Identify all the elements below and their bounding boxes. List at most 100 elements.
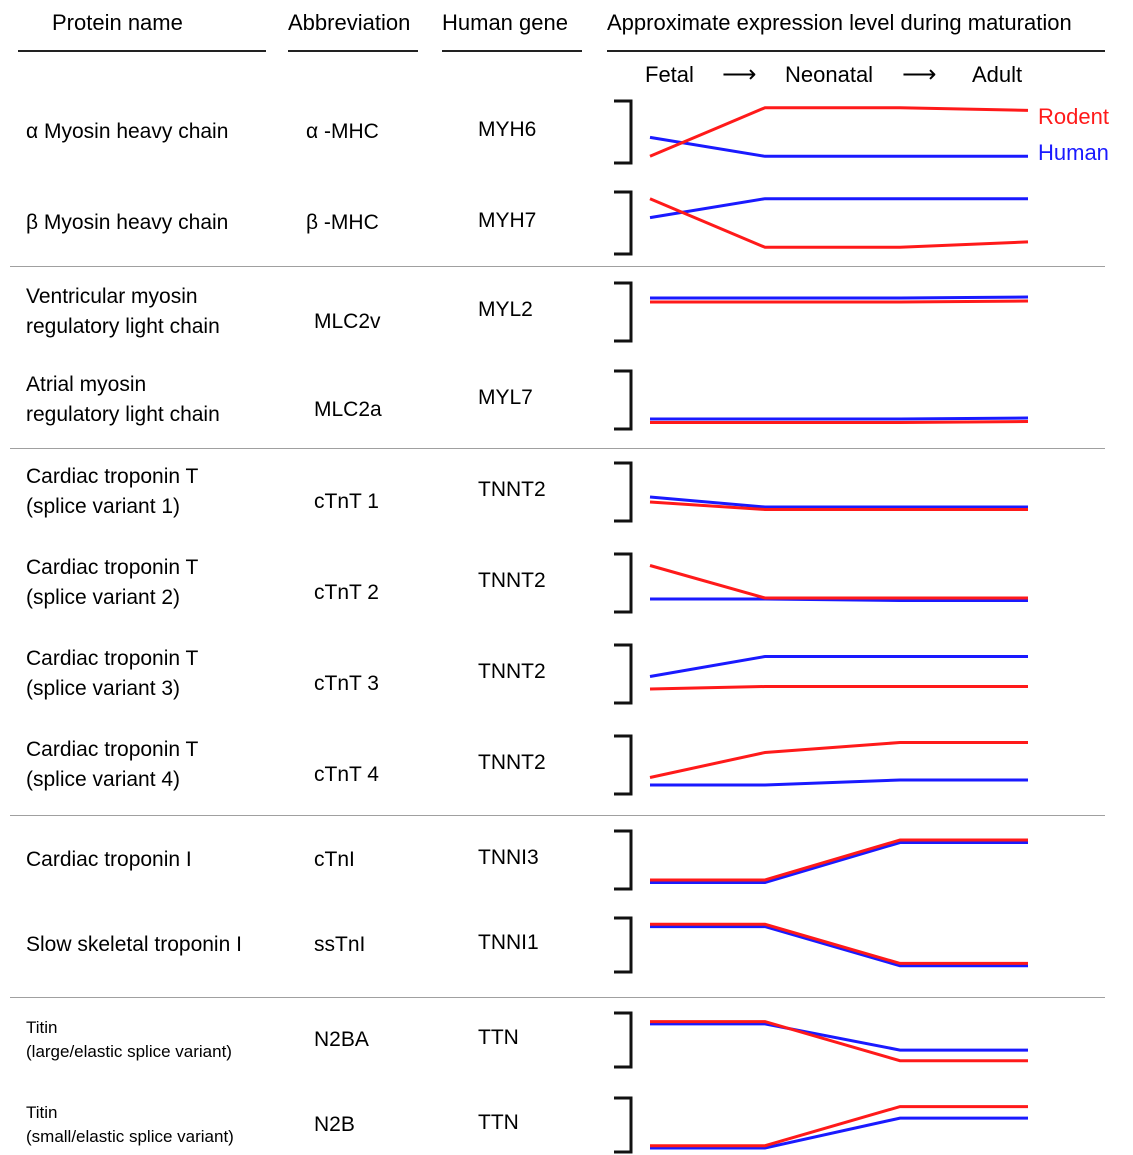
protein-name: Cardiac troponin I [26,845,192,875]
protein-name: Slow skeletal troponin I [26,930,242,960]
protein-name: Cardiac troponin T (splice variant 4) [26,735,198,795]
protein-name-line: Cardiac troponin T [26,647,199,670]
series-line-human [650,841,1028,884]
abbreviation: cTnI [314,848,355,871]
protein-name-line: Titin [26,1103,58,1122]
group-separator [10,266,1105,267]
series-line-rodent [649,685,1028,691]
human-gene: TNNT2 [478,660,546,683]
protein-name-line: Atrial myosin [26,373,147,396]
group-separator [10,815,1105,816]
abbreviation: cTnT 3 [314,672,379,695]
human-gene: TTN [478,1026,519,1049]
abbreviation: MLC2a [314,398,382,421]
series-line-rodent [649,500,1028,511]
series-line-human [650,1022,1028,1052]
header-underline-abbr [288,50,418,52]
series-line-human [650,597,1028,602]
protein-name-line: Cardiac troponin T [26,556,199,579]
series-line-rodent [650,838,1028,882]
series-line-rodent [649,197,1029,249]
protein-name: Cardiac troponin T (splice variant 2) [26,553,198,613]
protein-name: Titin (small/elastic splice variant) [26,1101,234,1149]
protein-name: Atrial myosin regulatory light chain [26,370,220,430]
protein-name: Ventricular myosin regulatory light chain [26,282,220,342]
human-gene: TNNI1 [478,931,539,954]
abbreviation: N2BA [314,1028,369,1051]
protein-name-line: (small/elastic splice variant) [26,1127,234,1146]
protein-name-line: (large/elastic splice variant) [26,1042,232,1061]
series-line-rodent [650,420,1029,424]
arrow-right-icon: ⟶ [722,61,757,88]
bracket [614,552,633,614]
human-gene: TNNT2 [478,751,546,774]
protein-name: α Myosin heavy chain [26,117,228,147]
protein-name-line: (splice variant 4) [26,768,181,791]
protein-name: Cardiac troponin T (splice variant 1) [26,462,198,522]
protein-name-line: Cardiac troponin T [26,465,199,488]
bracket [614,369,633,431]
group-separator [10,997,1105,998]
human-gene: MYH6 [478,118,537,141]
group-separator [10,448,1105,449]
stage-neonatal: Neonatal [785,62,874,87]
series-line-rodent [650,299,1029,304]
bracket [614,1096,633,1154]
protein-name-line: β Myosin heavy chain [26,211,229,234]
series-line-rodent [649,106,1029,158]
bracket [614,829,633,891]
series-line-human [649,655,1028,678]
protein-name-line: (splice variant 2) [26,586,181,609]
series-line-human [649,135,1028,158]
series-line-rodent [649,564,1028,600]
header-underline-expr [607,50,1105,52]
protein-name-line: (splice variant 3) [26,677,181,700]
bracket [614,1011,633,1069]
series-line-human [650,416,1029,421]
series-line-human [650,778,1028,787]
series-line-human [650,1116,1028,1150]
bracket [614,461,633,523]
human-gene: MYL2 [478,298,533,321]
human-gene: MYH7 [478,209,537,232]
protein-name-line: Ventricular myosin [26,285,198,308]
abbreviation: MLC2v [314,310,381,333]
header-expression: Approximate expression level during matu… [607,10,1072,35]
human-gene: TNNT2 [478,478,546,501]
abbreviation: N2B [314,1113,355,1136]
series-line-rodent [650,922,1028,965]
bracket [614,99,633,165]
abbreviation: cTnT 4 [314,763,379,786]
protein-name: β Myosin heavy chain [26,208,228,238]
bracket [614,916,633,974]
protein-name-line: Slow skeletal troponin I [26,933,242,956]
series-line-human [649,495,1028,509]
arrow-right-icon: ⟶ [902,61,937,88]
series-line-human [650,925,1028,968]
abbreviation: β -MHC [306,211,379,234]
header-abbreviation: Abbreviation [288,10,411,35]
protein-name-line: regulatory light chain [26,403,220,426]
human-gene: TNNT2 [478,569,546,592]
protein-name-line: Cardiac troponin I [26,848,192,871]
abbreviation: α -MHC [306,120,379,143]
protein-name-line: regulatory light chain [26,315,220,338]
protein-name: Cardiac troponin T (splice variant 3) [26,644,198,704]
series-line-rodent [649,741,1028,779]
series-line-human [650,295,1029,300]
header-underline-protein [18,50,266,52]
protein-name-line: Cardiac troponin T [26,738,199,761]
abbreviation: cTnT 2 [314,581,379,604]
protein-name: Titin (large/elastic splice variant) [26,1016,232,1064]
legend-rodent: Rodent [1038,104,1109,129]
protein-name-line: α Myosin heavy chain [26,120,229,143]
protein-name-line: Titin [26,1018,58,1037]
stage-adult: Adult [972,62,1023,87]
human-gene: TNNI3 [478,846,539,869]
series-line-human [649,197,1028,220]
legend-human: Human [1038,140,1109,165]
abbreviation: ssTnI [314,933,366,956]
header-human-gene: Human gene [442,10,568,35]
bracket [614,281,633,343]
